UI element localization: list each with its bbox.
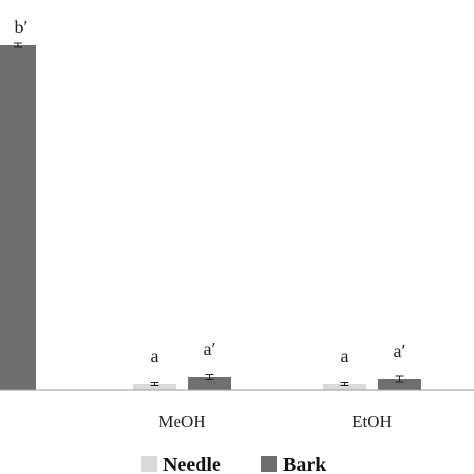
error-bars-layer <box>14 42 404 386</box>
legend-label-bark: Bark <box>283 454 327 474</box>
significance-label-bark-a: b′ <box>15 17 28 37</box>
bar-bark-meoh <box>188 377 231 390</box>
legend-label-needle: Needle <box>163 454 221 474</box>
significance-labels-layer: b′ a a′ a a′ <box>15 17 406 366</box>
legend-swatch-bark <box>261 456 277 472</box>
bar-bark-etoh <box>378 379 421 390</box>
significance-label-bark-meoh: a′ <box>204 339 216 359</box>
significance-label-bark-etoh: a′ <box>394 341 406 361</box>
significance-label-needle-meoh: a <box>151 346 159 366</box>
bar-needle-etoh <box>323 384 366 390</box>
x-tick-label-meoh: MeOH <box>158 412 205 431</box>
legend-swatch-needle <box>141 456 157 472</box>
bar-needle-meoh <box>133 384 176 390</box>
bars-layer <box>0 45 421 390</box>
x-tick-label-etoh: EtOH <box>352 412 392 431</box>
bar-bark-a <box>0 45 36 390</box>
legend: Needle Bark <box>141 454 327 474</box>
significance-label-needle-etoh: a <box>341 346 349 366</box>
x-tick-labels: AMeOHEtOH <box>158 412 392 431</box>
